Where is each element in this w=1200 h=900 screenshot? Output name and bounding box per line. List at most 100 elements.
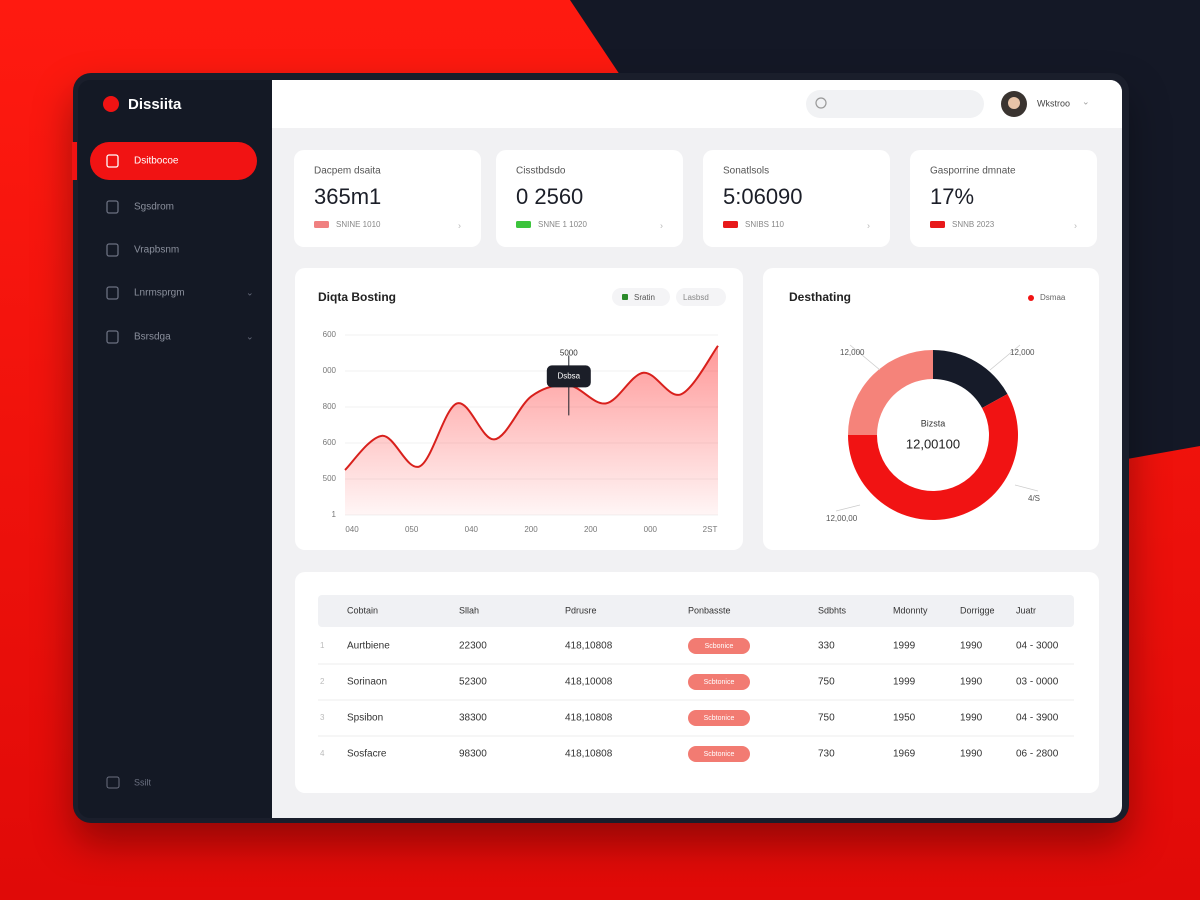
table-cell: 730 bbox=[818, 749, 835, 760]
table-cell: 418,10808 bbox=[565, 641, 613, 652]
table-cell: 1990 bbox=[960, 677, 983, 688]
x-tick-label: 200 bbox=[524, 525, 538, 534]
kpi-arrow: › bbox=[867, 220, 870, 230]
brand-logo bbox=[103, 96, 119, 112]
table-cell: Sorinaon bbox=[347, 677, 387, 688]
legend-pill bbox=[612, 288, 670, 306]
kpi-note: SNNE 1 1020 bbox=[538, 220, 587, 229]
kpi-card bbox=[703, 150, 890, 247]
kpi-note: SNIBS 110 bbox=[745, 220, 785, 229]
nav-item[interactable]: Sgsdrom bbox=[134, 202, 174, 213]
table-cell: 1999 bbox=[893, 641, 916, 652]
table-cell: 750 bbox=[818, 713, 835, 724]
table-cell: 418,10808 bbox=[565, 749, 613, 760]
x-tick-label: 040 bbox=[345, 525, 359, 534]
chart-title: Desthating bbox=[789, 290, 851, 304]
donut-segment bbox=[848, 350, 933, 435]
table-cell: 04 - 3000 bbox=[1016, 641, 1059, 652]
table-header: Sllah bbox=[459, 605, 479, 615]
callout-line bbox=[835, 504, 861, 512]
kpi-value: 17% bbox=[930, 184, 974, 209]
callout-label: 12,000 bbox=[1010, 348, 1035, 357]
kpi-label: Gasporrine dmnate bbox=[930, 166, 1016, 177]
nav-icon bbox=[106, 200, 119, 214]
y-tick-label: 800 bbox=[323, 402, 337, 411]
nav-item[interactable]: Vrapbsnm bbox=[134, 245, 179, 256]
legend-item: Lasbsd bbox=[683, 293, 709, 302]
legend-dot bbox=[622, 294, 628, 300]
row-index: 4 bbox=[320, 749, 325, 758]
callout-line bbox=[989, 344, 1021, 371]
kpi-card bbox=[496, 150, 683, 247]
x-tick-label: 2ST bbox=[703, 525, 718, 534]
donut-segment bbox=[933, 350, 1008, 409]
y-tick-label: 600 bbox=[323, 330, 337, 339]
y-tick-label: 500 bbox=[323, 474, 337, 483]
nav-icon bbox=[106, 330, 119, 344]
table-cell: 38300 bbox=[459, 713, 487, 724]
kpi-label: Dacpem dsaita bbox=[314, 166, 381, 177]
user-name[interactable]: Wkstroo bbox=[1037, 98, 1070, 108]
status-pill bbox=[688, 746, 750, 762]
kpi-value: 5:06090 bbox=[723, 184, 803, 209]
table-header: Juatr bbox=[1016, 605, 1036, 615]
kpi-arrow: › bbox=[458, 220, 461, 230]
table-cell: Aurtbiene bbox=[347, 641, 390, 652]
kpi-label: Sonatlsols bbox=[723, 166, 769, 177]
callout-label: 4/S bbox=[1028, 494, 1040, 503]
table-header: Mdonnty bbox=[893, 605, 928, 615]
row-index: 2 bbox=[320, 677, 325, 686]
nav-icon bbox=[106, 286, 119, 300]
status-text: Scbonice bbox=[705, 643, 734, 650]
kpi-swatch bbox=[516, 221, 531, 228]
kpi-note: SNNB 2023 bbox=[952, 220, 995, 229]
table-cell: 52300 bbox=[459, 677, 487, 688]
nav-active-bg bbox=[90, 142, 257, 180]
table-header: Sdbhts bbox=[818, 605, 847, 615]
nav-item[interactable]: Bsrsdga bbox=[134, 332, 171, 343]
x-tick-label: 050 bbox=[405, 525, 419, 534]
callout-line bbox=[849, 344, 881, 371]
nav-indicator bbox=[72, 142, 77, 180]
x-tick-label: 040 bbox=[465, 525, 479, 534]
callout-label: 12,00,00 bbox=[826, 514, 858, 523]
status-pill bbox=[688, 710, 750, 726]
avatar-face bbox=[1008, 97, 1020, 109]
table-cell: 98300 bbox=[459, 749, 487, 760]
donut-card bbox=[763, 268, 1099, 550]
legend-dot bbox=[1028, 295, 1034, 301]
search-box[interactable] bbox=[806, 90, 984, 118]
row-index: 1 bbox=[320, 641, 325, 650]
nav-chevron: ⌄ bbox=[246, 287, 254, 297]
nav-item[interactable]: Lnrmsprgm bbox=[134, 288, 185, 299]
table-cell: 1999 bbox=[893, 677, 916, 688]
kpi-card bbox=[294, 150, 481, 247]
kpi-swatch bbox=[314, 221, 329, 228]
status-text: Scbtonice bbox=[704, 679, 735, 686]
table-header-bg bbox=[318, 595, 1074, 627]
tooltip bbox=[546, 365, 591, 388]
line bbox=[344, 345, 719, 471]
table-cell: 418,10808 bbox=[565, 713, 613, 724]
table-cell: Sosfacre bbox=[347, 749, 387, 760]
table-cell: 1990 bbox=[960, 641, 983, 652]
nav-chevron: ⌄ bbox=[246, 331, 254, 341]
table-header: Cobtain bbox=[347, 605, 378, 615]
donut-segment bbox=[848, 394, 1018, 520]
status-pill bbox=[688, 674, 750, 690]
table-header: Pdrusre bbox=[565, 605, 597, 615]
y-tick-label: 600 bbox=[323, 438, 337, 447]
nav-icon bbox=[106, 243, 119, 257]
x-tick-label: 000 bbox=[644, 525, 658, 534]
callout-label: 12,000 bbox=[840, 348, 865, 357]
sidebar-footer: Ssilt bbox=[134, 777, 152, 787]
tooltip-value: Dsbsa bbox=[557, 372, 580, 381]
table-header: Dorrigge bbox=[960, 605, 995, 615]
nav-item[interactable]: Dsitbocoe bbox=[134, 156, 179, 167]
row-index: 3 bbox=[320, 713, 325, 722]
table-cell: 418,10008 bbox=[565, 677, 613, 688]
kpi-arrow: › bbox=[1074, 220, 1077, 230]
status-text: Scbtonice bbox=[704, 715, 735, 722]
table-cell: 1969 bbox=[893, 749, 916, 760]
donut-center-value: 12,00100 bbox=[906, 436, 960, 451]
